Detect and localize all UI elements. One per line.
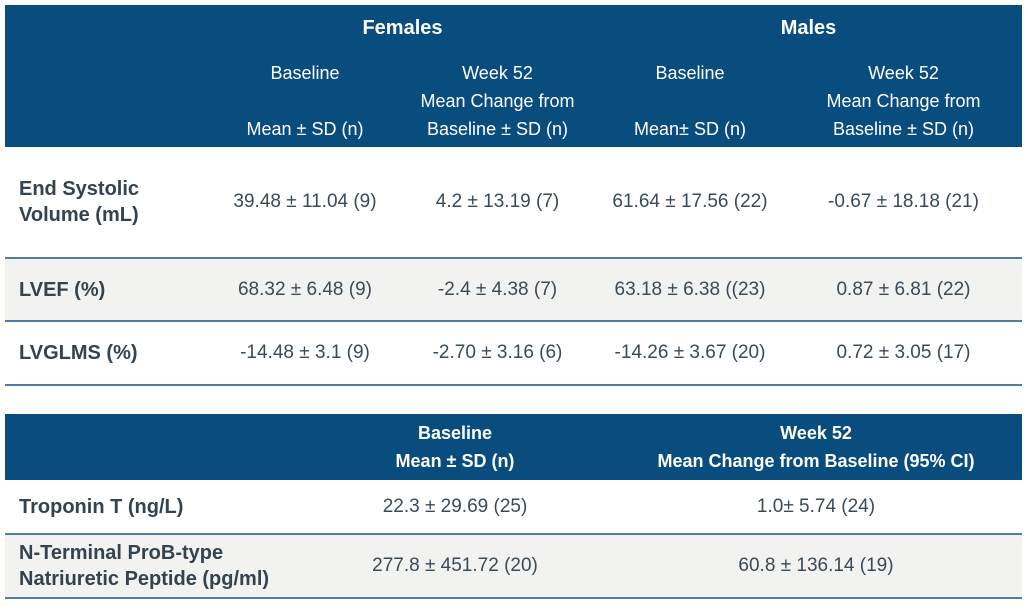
echo-table-header: Females Males Baseline Mean ± SD (n) Wee…: [5, 5, 1022, 147]
cell-value: -2.4 ± 4.38 (7): [437, 278, 558, 300]
col-header-line: Mean ± SD (n): [246, 119, 364, 139]
col-header-females-week52: Week 52 Mean Change from Baseline ± SD (…: [400, 59, 595, 143]
table-row-lvef: LVEF (%) 68.32 ± 6.48 (9) -2.4 ± 4.38 (7…: [5, 257, 1022, 320]
biomarker-table-header: Baseline Mean ± SD (n) Week 52 Mean Chan…: [5, 414, 1022, 480]
col-header-line: Mean± SD (n): [634, 119, 746, 139]
table-row-nt-probnp: N-Terminal ProB-type Natriuretic Peptide…: [5, 533, 1022, 597]
col-header-males-baseline: Baseline Mean± SD (n): [595, 59, 785, 143]
group-header-males: Males: [780, 17, 837, 39]
cell-value: -14.26 ± 3.67 (20): [614, 342, 766, 363]
table-row-troponin-t: Troponin T (ng/L) 22.3 ± 29.69 (25) 1.0±…: [5, 480, 1022, 533]
row-label: LVGLMS (%): [19, 342, 138, 364]
col-header-line: Week 52: [780, 423, 852, 443]
table-row-end-systolic-volume: End Systolic Volume (mL) 39.48 ± 11.04 (…: [5, 147, 1022, 257]
cell-value: 68.32 ± 6.48 (9): [237, 278, 372, 300]
cell-value: 22.3 ± 29.69 (25): [382, 495, 528, 517]
cell-value: -2.70 ± 3.16 (6): [432, 342, 563, 363]
cell-value: 277.8 ± 451.72 (20): [372, 555, 538, 576]
col-header-line: Week 52: [462, 63, 533, 83]
col-header-baseline: Baseline Mean ± SD (n): [300, 419, 610, 475]
col-header-line: Mean ± SD (n): [395, 451, 515, 471]
col-header-line: Mean Change from: [420, 91, 575, 111]
column-header-spacer: [5, 59, 210, 143]
cell-value: -0.67 ± 18.18 (21): [828, 191, 979, 212]
biomarker-results-table: Baseline Mean ± SD (n) Week 52 Mean Chan…: [5, 414, 1022, 599]
col-header-week52: Week 52 Mean Change from Baseline (95% C…: [610, 419, 1022, 475]
echo-results-table: Females Males Baseline Mean ± SD (n) Wee…: [5, 5, 1022, 386]
group-header-spacer: [5, 17, 210, 59]
row-label: N-Terminal ProB-type Natriuretic Peptide…: [19, 542, 270, 590]
table-row-lvglms: LVGLMS (%) -14.48 ± 3.1 (9) -2.70 ± 3.16…: [5, 320, 1022, 384]
group-header-females: Females: [362, 17, 443, 39]
cell-value: 60.8 ± 136.14 (19): [738, 555, 894, 576]
col-header-line: [210, 87, 400, 115]
cell-value: 0.72 ± 3.05 (17): [836, 342, 971, 363]
col-header-line: Mean Change from: [826, 91, 981, 111]
row-label: Troponin T (ng/L): [19, 495, 184, 518]
cell-value: -14.48 ± 3.1 (9): [240, 342, 370, 363]
row-label: LVEF (%): [19, 278, 106, 301]
table-gap: [5, 386, 1022, 414]
cell-value: 0.87 ± 6.81 (22): [836, 278, 971, 300]
col-header-line: Baseline: [270, 63, 340, 83]
col-header-males-week52: Week 52 Mean Change from Baseline ± SD (…: [785, 59, 1022, 143]
cell-value: 39.48 ± 11.04 (9): [233, 191, 377, 212]
column-header-row: Baseline Mean ± SD (n) Week 52 Mean Chan…: [5, 59, 1022, 143]
col-header-line: Baseline: [655, 63, 725, 83]
col-header-females-baseline: Baseline Mean ± SD (n): [210, 59, 400, 143]
col-header-line: Baseline ± SD (n): [833, 119, 974, 139]
cell-value: 1.0± 5.74 (24): [756, 495, 876, 517]
cell-value: 4.2 ± 13.19 (7): [435, 191, 560, 212]
col-header-line: Baseline: [417, 423, 493, 443]
col-header-line: Mean Change from Baseline (95% CI): [657, 451, 975, 471]
cell-value: 63.18 ± 6.38 ((23): [614, 278, 766, 300]
group-header-row: Females Males: [5, 17, 1022, 59]
col-header-line: [595, 87, 785, 115]
row-label: End Systolic Volume (mL): [19, 178, 140, 226]
col-header-line: Baseline ± SD (n): [427, 119, 568, 139]
col-header-line: Week 52: [868, 63, 939, 83]
cell-value: 61.64 ± 17.56 (22): [612, 191, 768, 212]
